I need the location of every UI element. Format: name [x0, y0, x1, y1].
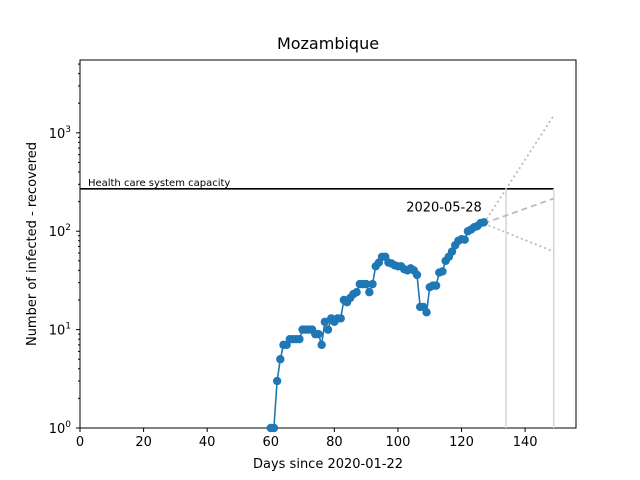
data-point	[323, 325, 333, 334]
data-point	[460, 235, 469, 244]
data-point	[431, 281, 441, 290]
y-tick-label: 101	[49, 322, 71, 339]
data-point	[361, 279, 371, 289]
x-tick-label: 0	[76, 435, 84, 450]
data-point	[295, 334, 304, 344]
data-point	[412, 270, 422, 280]
data-point	[336, 314, 345, 323]
data-point	[422, 308, 431, 317]
projection-dotted-line	[483, 222, 555, 253]
x-tick-label: 100	[386, 435, 411, 450]
y-tick-label: 103	[49, 125, 71, 142]
x-tick-label: 120	[449, 435, 474, 450]
x-tick-label: 80	[326, 435, 343, 450]
data-point	[317, 340, 326, 350]
data-point	[272, 376, 282, 386]
y-axis-ticks: 100 101 102 103	[49, 63, 80, 437]
x-tick-label: 140	[513, 435, 538, 450]
data-point	[365, 288, 374, 297]
data-point	[314, 329, 323, 339]
data-point	[438, 267, 447, 276]
data-point	[368, 279, 377, 289]
projection-dashed-line	[483, 197, 555, 225]
x-axis-label: Days since 2020-01-22	[253, 457, 403, 472]
data-point	[447, 247, 457, 256]
data-point	[269, 423, 279, 433]
plot-marks: Health care system capacity 2020-05-28	[80, 115, 555, 433]
data-point	[352, 288, 361, 297]
date-annotation: 2020-05-28	[406, 200, 482, 215]
capacity-label: Health care system capacity	[88, 178, 230, 189]
chart-title: Mozambique	[277, 34, 379, 53]
x-axis-ticks: 0 20 40 60 80 100 120 140	[76, 428, 538, 450]
y-axis-label: Number of infected - recovered	[25, 142, 40, 346]
projection-dotted-line	[483, 115, 555, 224]
x-tick-label: 60	[262, 435, 279, 450]
x-tick-label: 40	[199, 435, 216, 450]
data-point	[276, 355, 285, 364]
y-tick-label: 100	[49, 420, 72, 437]
data-point	[479, 218, 488, 227]
y-tick-label: 102	[49, 223, 71, 240]
data-point	[320, 317, 330, 327]
x-tick-label: 20	[135, 435, 152, 450]
plot-frame	[79, 59, 577, 429]
